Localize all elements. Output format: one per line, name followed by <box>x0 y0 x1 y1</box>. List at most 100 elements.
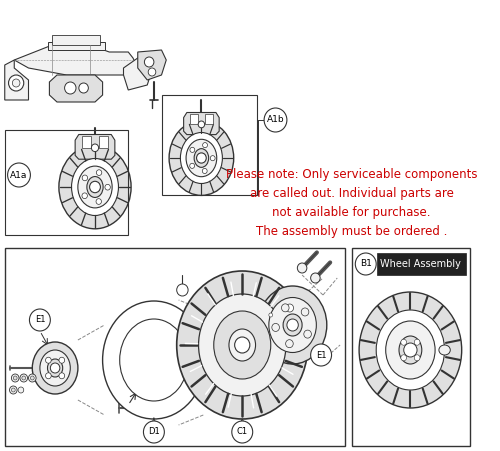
Bar <box>98 136 108 148</box>
Circle shape <box>92 144 98 152</box>
Circle shape <box>210 156 215 161</box>
Circle shape <box>304 330 312 338</box>
Bar <box>190 114 198 124</box>
Circle shape <box>64 82 76 94</box>
Ellipse shape <box>359 292 462 408</box>
Ellipse shape <box>59 145 131 229</box>
Text: E1: E1 <box>34 316 45 325</box>
Circle shape <box>28 374 36 382</box>
Circle shape <box>269 313 272 317</box>
Circle shape <box>144 421 165 443</box>
Text: Please note: Only serviceable components
are called out. Individual parts are
no: Please note: Only serviceable components… <box>226 168 477 238</box>
Circle shape <box>356 253 376 275</box>
Circle shape <box>18 387 24 393</box>
Ellipse shape <box>180 133 222 184</box>
Bar <box>5 248 345 446</box>
Circle shape <box>282 304 289 312</box>
Circle shape <box>30 376 34 380</box>
Ellipse shape <box>176 271 308 419</box>
Circle shape <box>59 357 64 363</box>
Bar <box>280 318 285 330</box>
Circle shape <box>298 263 307 273</box>
Circle shape <box>176 284 188 296</box>
Ellipse shape <box>376 310 444 390</box>
Circle shape <box>12 388 15 392</box>
Ellipse shape <box>229 329 256 361</box>
Circle shape <box>8 75 24 91</box>
Circle shape <box>46 373 51 379</box>
Circle shape <box>46 357 51 363</box>
Ellipse shape <box>399 336 422 364</box>
Ellipse shape <box>40 350 70 386</box>
Circle shape <box>96 170 102 175</box>
Ellipse shape <box>169 120 234 195</box>
Ellipse shape <box>283 314 302 336</box>
Text: A1b: A1b <box>266 115 284 124</box>
Polygon shape <box>50 75 102 102</box>
Circle shape <box>82 193 87 198</box>
Circle shape <box>202 143 207 147</box>
Bar <box>82 136 92 148</box>
Ellipse shape <box>194 149 208 167</box>
Circle shape <box>148 68 156 76</box>
Circle shape <box>282 300 298 316</box>
Circle shape <box>198 121 204 128</box>
Circle shape <box>14 376 17 380</box>
Ellipse shape <box>198 294 286 396</box>
Bar <box>5 130 128 235</box>
Bar <box>204 114 212 124</box>
Circle shape <box>404 343 417 357</box>
Circle shape <box>266 310 276 320</box>
Polygon shape <box>138 50 166 80</box>
Circle shape <box>144 57 154 67</box>
Circle shape <box>414 355 420 361</box>
Polygon shape <box>75 134 115 159</box>
Ellipse shape <box>269 298 316 353</box>
Circle shape <box>59 373 64 379</box>
Circle shape <box>286 340 293 348</box>
Ellipse shape <box>87 176 103 198</box>
Polygon shape <box>184 112 219 134</box>
Ellipse shape <box>120 319 188 401</box>
Circle shape <box>414 339 420 345</box>
Text: C1: C1 <box>236 428 248 437</box>
Circle shape <box>30 309 50 331</box>
Circle shape <box>264 108 287 132</box>
Ellipse shape <box>439 345 450 355</box>
Circle shape <box>8 163 30 187</box>
Circle shape <box>287 319 298 331</box>
Bar <box>52 35 100 45</box>
Ellipse shape <box>32 342 78 394</box>
Polygon shape <box>5 60 28 100</box>
Text: D1: D1 <box>148 428 160 437</box>
Ellipse shape <box>48 359 62 377</box>
Circle shape <box>301 308 309 316</box>
Ellipse shape <box>186 139 216 177</box>
Circle shape <box>234 337 250 353</box>
Ellipse shape <box>72 158 118 216</box>
Circle shape <box>310 344 332 366</box>
Circle shape <box>90 181 101 193</box>
Circle shape <box>50 363 60 373</box>
Text: E1: E1 <box>316 350 326 359</box>
Circle shape <box>20 374 28 382</box>
Circle shape <box>12 374 19 382</box>
Ellipse shape <box>102 301 205 419</box>
Circle shape <box>272 323 280 331</box>
Circle shape <box>12 79 20 87</box>
Circle shape <box>310 273 320 283</box>
Circle shape <box>286 304 294 312</box>
Circle shape <box>232 421 252 443</box>
Circle shape <box>196 153 206 163</box>
Text: B1: B1 <box>360 259 372 268</box>
Bar <box>48 42 104 50</box>
Text: Wheel Assembly: Wheel Assembly <box>380 259 462 269</box>
Bar <box>377 253 466 275</box>
Bar <box>352 248 470 446</box>
Ellipse shape <box>258 286 327 364</box>
Circle shape <box>82 175 87 181</box>
Circle shape <box>22 376 26 380</box>
Circle shape <box>96 199 102 204</box>
Ellipse shape <box>214 311 271 379</box>
Text: A1a: A1a <box>10 170 28 179</box>
